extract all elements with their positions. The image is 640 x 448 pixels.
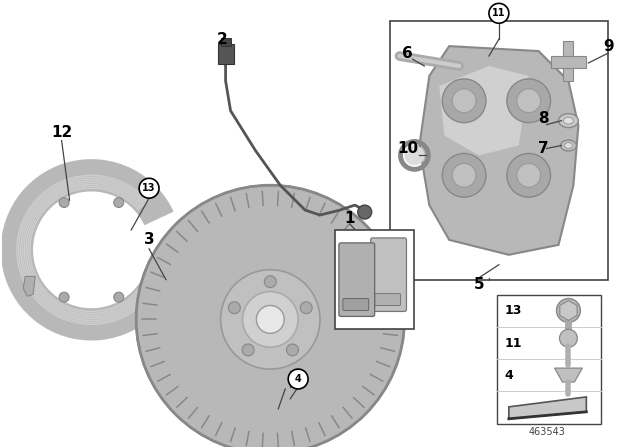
Circle shape <box>228 302 241 314</box>
Circle shape <box>264 276 276 288</box>
Ellipse shape <box>563 117 573 124</box>
Text: 1: 1 <box>344 211 355 225</box>
Bar <box>390 21 608 280</box>
Bar <box>563 41 573 81</box>
Circle shape <box>300 302 312 314</box>
Circle shape <box>139 178 159 198</box>
Circle shape <box>507 79 550 123</box>
Circle shape <box>442 79 486 123</box>
FancyBboxPatch shape <box>339 243 374 316</box>
Ellipse shape <box>561 140 577 151</box>
FancyBboxPatch shape <box>371 238 406 311</box>
Text: 13: 13 <box>505 304 522 317</box>
Circle shape <box>557 298 580 323</box>
Circle shape <box>221 270 320 369</box>
Bar <box>550 56 586 68</box>
Bar <box>335 230 415 329</box>
Text: 13: 13 <box>142 183 156 193</box>
Circle shape <box>136 185 404 448</box>
Text: 11: 11 <box>492 9 506 18</box>
Circle shape <box>114 198 124 207</box>
Text: 9: 9 <box>603 39 614 54</box>
Text: 10: 10 <box>397 141 418 156</box>
Circle shape <box>114 292 124 302</box>
Polygon shape <box>419 46 579 255</box>
Circle shape <box>489 4 509 23</box>
Circle shape <box>559 329 577 347</box>
Circle shape <box>507 154 550 197</box>
Circle shape <box>516 164 541 187</box>
Circle shape <box>257 306 284 333</box>
FancyBboxPatch shape <box>343 298 369 310</box>
Circle shape <box>242 344 254 356</box>
Polygon shape <box>23 276 35 296</box>
Polygon shape <box>554 368 582 382</box>
Text: 11: 11 <box>505 337 522 350</box>
Text: 6: 6 <box>402 46 413 60</box>
Circle shape <box>442 154 486 197</box>
Circle shape <box>358 205 372 219</box>
Circle shape <box>516 89 541 113</box>
Bar <box>218 44 234 64</box>
Polygon shape <box>439 66 529 155</box>
FancyBboxPatch shape <box>374 293 401 306</box>
Circle shape <box>452 89 476 113</box>
Text: 8: 8 <box>538 111 549 126</box>
Circle shape <box>243 292 298 347</box>
Text: 3: 3 <box>144 233 154 247</box>
Text: 4: 4 <box>295 374 301 384</box>
Ellipse shape <box>564 142 572 148</box>
Ellipse shape <box>404 146 424 165</box>
Polygon shape <box>509 397 586 419</box>
Circle shape <box>287 344 298 356</box>
Text: 4: 4 <box>505 369 513 382</box>
Text: 2: 2 <box>217 32 228 47</box>
Circle shape <box>288 369 308 389</box>
Text: 5: 5 <box>474 277 484 292</box>
Circle shape <box>59 292 69 302</box>
Bar <box>221 38 230 46</box>
Text: 7: 7 <box>538 141 549 156</box>
Circle shape <box>59 198 69 207</box>
Bar <box>497 294 601 424</box>
Ellipse shape <box>559 114 579 128</box>
Text: 12: 12 <box>51 125 72 140</box>
Circle shape <box>452 164 476 187</box>
Text: 463543: 463543 <box>528 426 565 437</box>
